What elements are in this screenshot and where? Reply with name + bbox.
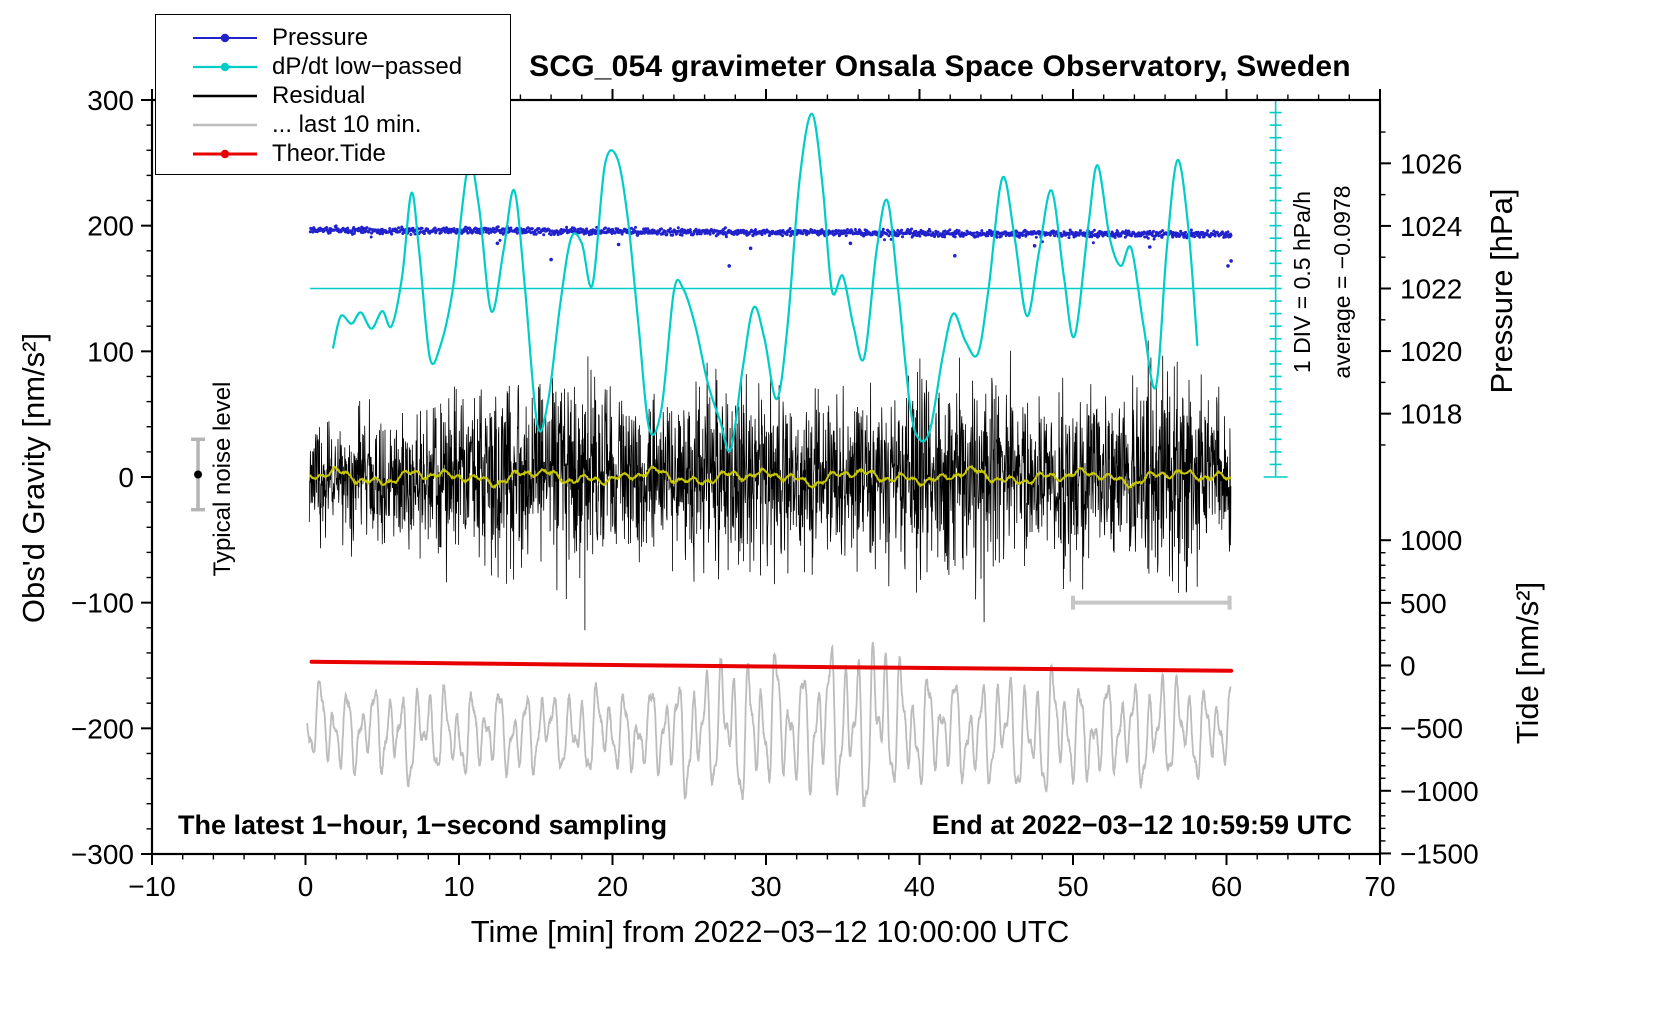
- svg-text:−10: −10: [128, 871, 176, 902]
- svg-text:0: 0: [1400, 651, 1416, 682]
- legend-item: dP/dt low−passed: [156, 52, 510, 81]
- svg-text:−1500: −1500: [1400, 838, 1479, 869]
- typical-noise-level-marker: [191, 437, 206, 512]
- svg-text:−1000: −1000: [1400, 776, 1479, 807]
- legend-marker-icon: [193, 94, 257, 97]
- legend-item: ... last 10 min.: [156, 110, 510, 139]
- last-10-min-span-bar: [1071, 595, 1232, 610]
- svg-text:−200: −200: [71, 713, 134, 744]
- sampling-note: The latest 1−hour, 1−second sampling: [178, 810, 668, 840]
- legend-label: ... last 10 min.: [272, 110, 422, 138]
- x-axis-label: Time [min] from 2022−03−12 10:00:00 UTC: [470, 914, 1070, 949]
- axes-frame: [141, 89, 1391, 865]
- svg-text:1000: 1000: [1400, 525, 1462, 556]
- svg-text:50: 50: [1057, 871, 1088, 902]
- svg-text:200: 200: [87, 211, 134, 242]
- svg-text:60: 60: [1211, 871, 1242, 902]
- legend-marker-icon: [193, 33, 257, 42]
- series-residual: [308, 340, 1232, 631]
- svg-text:30: 30: [750, 871, 781, 902]
- legend-item: Pressure: [156, 23, 510, 52]
- svg-text:0: 0: [298, 871, 314, 902]
- svg-text:1024: 1024: [1400, 211, 1462, 242]
- series-residual-low-passed: [309, 464, 1232, 491]
- svg-text:100: 100: [87, 336, 134, 367]
- legend-label: Theor.Tide: [272, 139, 386, 167]
- svg-text:−500: −500: [1400, 713, 1463, 744]
- svg-text:0: 0: [118, 462, 134, 493]
- series-theor-tide: [309, 659, 1234, 673]
- annotation-noise-level: Typical noise level: [209, 381, 236, 577]
- legend-marker-icon: [193, 149, 257, 158]
- svg-text:1018: 1018: [1400, 399, 1462, 430]
- svg-text:500: 500: [1400, 588, 1447, 619]
- y-axis-label-gravity: Obs'd Gravity [nm/s²]: [16, 332, 51, 624]
- legend-item: Residual: [156, 81, 510, 110]
- legend-marker-icon: [193, 62, 257, 71]
- svg-text:−300: −300: [71, 839, 134, 870]
- legend-label: Pressure: [272, 23, 369, 51]
- legend-label: dP/dt low−passed: [272, 52, 463, 80]
- dpdt-scale-bar: [1263, 99, 1288, 478]
- end-time-note: End at 2022−03−12 10:59:59 UTC: [931, 810, 1352, 840]
- legend-item: Theor.Tide: [156, 139, 510, 168]
- svg-text:1026: 1026: [1400, 148, 1462, 179]
- svg-text:70: 70: [1364, 871, 1395, 902]
- legend-marker-icon: [193, 123, 257, 126]
- svg-text:1020: 1020: [1400, 336, 1462, 367]
- annotation-div-scale: 1 DIV = 0.5 hPa/h: [1289, 190, 1315, 374]
- svg-text:300: 300: [87, 85, 134, 116]
- series--last-10-min-: [306, 641, 1232, 808]
- y-axis-label-tide: Tide [nm/s²]: [1510, 581, 1545, 745]
- svg-text:1022: 1022: [1400, 274, 1462, 305]
- legend-box: Pressure dP/dt low−passed Residual... last…: [155, 14, 511, 175]
- svg-text:20: 20: [597, 871, 628, 902]
- svg-text:−100: −100: [71, 588, 134, 619]
- svg-text:10: 10: [443, 871, 474, 902]
- svg-text:40: 40: [904, 871, 935, 902]
- chart-title: SCG_054 gravimeter Onsala Space Observat…: [529, 50, 1351, 83]
- legend-label: Residual: [272, 81, 366, 109]
- series-pressure-dots: [308, 224, 1233, 268]
- annotation-average: average = −0.0978: [1329, 185, 1355, 379]
